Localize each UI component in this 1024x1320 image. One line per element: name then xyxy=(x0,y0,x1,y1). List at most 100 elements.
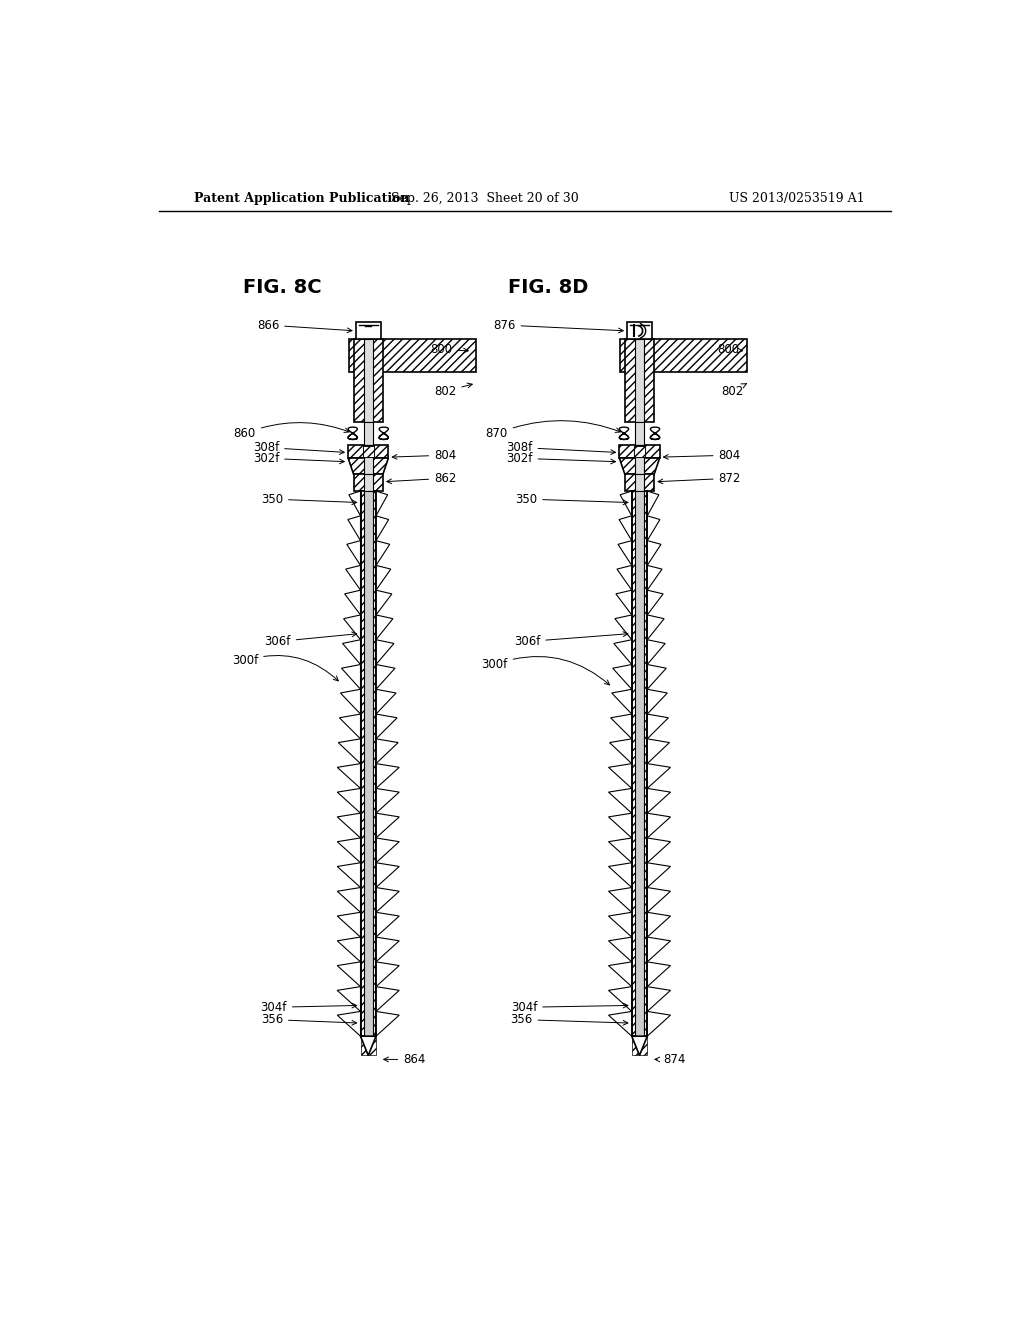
Polygon shape xyxy=(647,1011,671,1036)
Polygon shape xyxy=(609,739,632,763)
Text: 800: 800 xyxy=(717,343,742,356)
Polygon shape xyxy=(376,590,392,615)
Polygon shape xyxy=(337,912,360,937)
Polygon shape xyxy=(376,887,399,912)
Bar xyxy=(364,474,373,491)
Polygon shape xyxy=(376,788,399,813)
Polygon shape xyxy=(337,986,360,1011)
Polygon shape xyxy=(647,714,669,739)
Polygon shape xyxy=(340,689,360,714)
Polygon shape xyxy=(608,1011,632,1036)
Polygon shape xyxy=(610,714,632,739)
Text: 802: 802 xyxy=(434,383,472,397)
Polygon shape xyxy=(376,640,394,664)
Polygon shape xyxy=(647,664,667,689)
Polygon shape xyxy=(608,986,632,1011)
Polygon shape xyxy=(647,838,671,863)
Text: 872: 872 xyxy=(658,471,741,484)
Bar xyxy=(360,491,376,1036)
Polygon shape xyxy=(349,491,360,516)
Text: 876: 876 xyxy=(494,318,624,333)
Polygon shape xyxy=(647,962,671,986)
Polygon shape xyxy=(348,458,388,474)
Polygon shape xyxy=(376,664,395,689)
Text: 866: 866 xyxy=(257,318,352,333)
Polygon shape xyxy=(632,1036,647,1056)
Bar xyxy=(635,445,644,474)
Text: 802: 802 xyxy=(721,384,746,397)
Polygon shape xyxy=(647,937,671,962)
Bar xyxy=(634,446,645,457)
Polygon shape xyxy=(647,986,671,1011)
Polygon shape xyxy=(647,788,671,813)
Text: US 2013/0253519 A1: US 2013/0253519 A1 xyxy=(729,191,864,205)
Polygon shape xyxy=(345,590,360,615)
Bar xyxy=(353,339,383,422)
Polygon shape xyxy=(376,491,388,516)
Bar xyxy=(627,322,652,339)
Polygon shape xyxy=(343,640,360,664)
Polygon shape xyxy=(621,491,632,516)
Polygon shape xyxy=(647,739,670,763)
Polygon shape xyxy=(647,863,671,887)
Polygon shape xyxy=(376,1011,399,1036)
Polygon shape xyxy=(608,838,632,863)
Polygon shape xyxy=(338,739,360,763)
Polygon shape xyxy=(647,565,663,590)
Polygon shape xyxy=(376,615,393,640)
Polygon shape xyxy=(616,565,632,590)
Polygon shape xyxy=(620,458,659,474)
Text: 306f: 306f xyxy=(514,632,628,648)
Text: 804: 804 xyxy=(392,449,457,462)
Text: 306f: 306f xyxy=(264,632,356,648)
Text: 300f: 300f xyxy=(232,655,338,681)
Bar xyxy=(364,491,373,1036)
Polygon shape xyxy=(620,516,632,541)
Polygon shape xyxy=(608,863,632,887)
Polygon shape xyxy=(613,640,632,664)
Text: Sep. 26, 2013  Sheet 20 of 30: Sep. 26, 2013 Sheet 20 of 30 xyxy=(390,191,579,205)
Polygon shape xyxy=(337,838,360,863)
Polygon shape xyxy=(347,541,360,565)
Polygon shape xyxy=(618,541,632,565)
Polygon shape xyxy=(647,887,671,912)
Bar xyxy=(349,339,476,372)
Polygon shape xyxy=(344,615,360,640)
Polygon shape xyxy=(608,937,632,962)
Polygon shape xyxy=(376,714,397,739)
Polygon shape xyxy=(647,615,665,640)
Text: FIG. 8C: FIG. 8C xyxy=(243,277,322,297)
Text: 356: 356 xyxy=(510,1014,628,1026)
Polygon shape xyxy=(376,813,399,838)
Bar xyxy=(621,339,748,372)
Text: 350: 350 xyxy=(515,492,628,506)
Bar xyxy=(635,339,644,422)
Bar xyxy=(356,322,381,339)
Polygon shape xyxy=(337,937,360,962)
Polygon shape xyxy=(337,813,360,838)
Bar xyxy=(353,474,383,491)
Polygon shape xyxy=(647,813,671,838)
Polygon shape xyxy=(337,863,360,887)
Polygon shape xyxy=(608,912,632,937)
Bar xyxy=(632,1036,647,1056)
Text: 874: 874 xyxy=(655,1053,685,1067)
Polygon shape xyxy=(337,887,360,912)
Bar xyxy=(625,474,654,491)
Polygon shape xyxy=(376,565,391,590)
Text: 302f: 302f xyxy=(506,451,615,465)
Text: 304f: 304f xyxy=(511,1001,628,1014)
Polygon shape xyxy=(360,1036,376,1056)
Polygon shape xyxy=(376,516,389,541)
Polygon shape xyxy=(608,962,632,986)
Polygon shape xyxy=(614,615,632,640)
Polygon shape xyxy=(647,689,668,714)
Polygon shape xyxy=(376,962,399,986)
Bar xyxy=(364,445,373,474)
Polygon shape xyxy=(647,912,671,937)
Polygon shape xyxy=(647,763,671,788)
Bar xyxy=(362,446,374,457)
Polygon shape xyxy=(339,714,360,739)
Bar xyxy=(364,422,373,445)
Polygon shape xyxy=(376,937,399,962)
